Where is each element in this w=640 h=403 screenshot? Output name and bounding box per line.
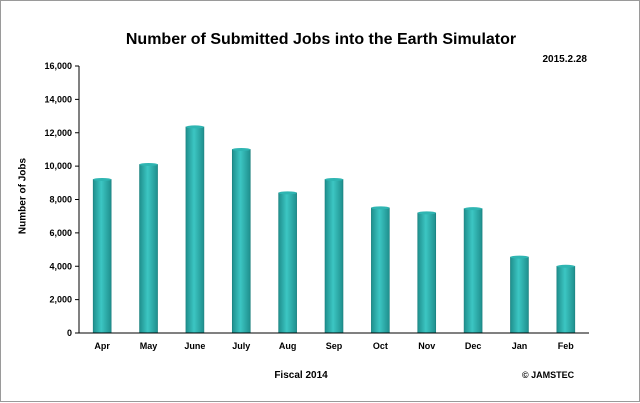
chart-date: 2015.2.28 bbox=[542, 54, 588, 65]
y-tick-label: 2,000 bbox=[49, 295, 72, 305]
bar-top-feb bbox=[556, 264, 575, 268]
bar-top-july bbox=[232, 147, 251, 151]
x-tick-label: June bbox=[184, 341, 205, 351]
bar-july bbox=[231, 149, 251, 334]
bar-sep bbox=[324, 179, 344, 334]
bar-aug bbox=[278, 192, 297, 334]
x-tick-label: Sep bbox=[326, 341, 343, 351]
x-tick-label: Dec bbox=[465, 341, 482, 351]
x-tick-label: Jan bbox=[512, 341, 528, 351]
bar-oct bbox=[371, 207, 390, 334]
x-tick-label: Feb bbox=[558, 341, 575, 351]
y-tick-label: 0 bbox=[67, 328, 72, 338]
y-tick-label: 14,000 bbox=[44, 94, 72, 104]
y-tick-label: 16,000 bbox=[44, 61, 72, 71]
bar-top-sep bbox=[325, 177, 343, 181]
copyright-notice: © JAMSTEC bbox=[522, 370, 575, 380]
bar-apr bbox=[92, 179, 112, 334]
bar-june bbox=[185, 126, 205, 334]
y-tick-label: 12,000 bbox=[44, 128, 72, 138]
y-tick-label: 6,000 bbox=[49, 228, 72, 238]
bar-top-june bbox=[185, 125, 204, 129]
bar-top-oct bbox=[371, 206, 390, 210]
bar-dec bbox=[463, 208, 483, 334]
bar-top-dec bbox=[464, 207, 483, 211]
x-tick-label: July bbox=[232, 341, 250, 351]
x-axis-title: Fiscal 2014 bbox=[274, 370, 328, 381]
bar-top-aug bbox=[278, 191, 297, 195]
x-tick-label: Apr bbox=[94, 341, 110, 351]
x-tick-label: Oct bbox=[373, 341, 388, 351]
y-tick-label: 10,000 bbox=[44, 161, 72, 171]
x-tick-label: May bbox=[140, 341, 158, 351]
y-tick-label: 4,000 bbox=[49, 261, 72, 271]
bar-top-nov bbox=[417, 211, 436, 215]
bar-feb bbox=[556, 265, 576, 334]
x-tick-label: Aug bbox=[279, 341, 297, 351]
bar-top-may bbox=[139, 162, 158, 166]
y-tick-label: 8,000 bbox=[49, 195, 72, 205]
chart-title: Number of Submitted Jobs into the Earth … bbox=[125, 31, 517, 48]
x-tick-label: Nov bbox=[418, 341, 435, 351]
bar-top-jan bbox=[510, 255, 529, 259]
bar-top-apr bbox=[93, 177, 112, 181]
bar-jan bbox=[510, 256, 529, 334]
bar-nov bbox=[417, 212, 437, 334]
bar-may bbox=[139, 164, 158, 334]
